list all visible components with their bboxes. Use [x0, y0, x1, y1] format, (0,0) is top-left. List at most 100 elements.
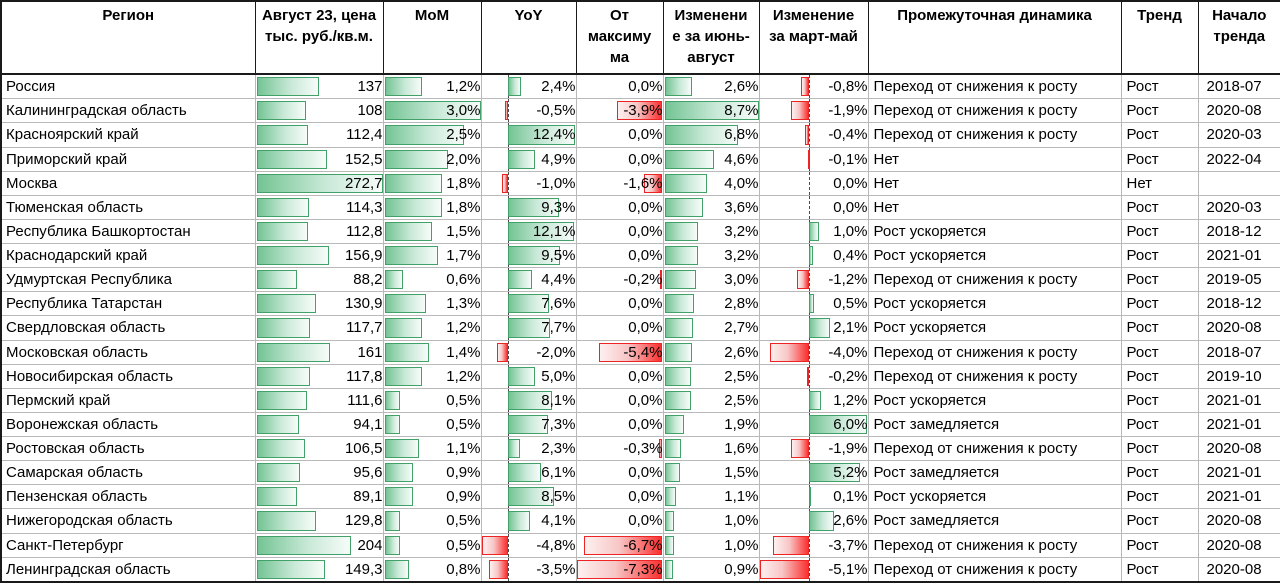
- cell-jun-aug[interactable]: 2,7%: [662, 315, 760, 341]
- cell-price[interactable]: 112,8: [254, 218, 384, 245]
- cell-price[interactable]: 204: [254, 532, 384, 558]
- cell-dynamics[interactable]: Переход от снижения к росту: [867, 532, 1122, 558]
- cell-from-max[interactable]: 0,0%: [575, 387, 664, 413]
- cell-yoy[interactable]: 2,4%: [480, 73, 577, 100]
- column-header-dynamics[interactable]: Промежуточная динамика: [867, 0, 1122, 75]
- cell-jun-aug[interactable]: 3,2%: [662, 218, 760, 245]
- cell-mom[interactable]: 2,5%: [382, 122, 482, 148]
- cell-jun-aug[interactable]: 4,6%: [662, 146, 760, 172]
- cell-mar-may[interactable]: 0,0%: [758, 194, 869, 220]
- cell-from-max[interactable]: 0,0%: [575, 484, 664, 510]
- cell-yoy[interactable]: -3,5%: [480, 556, 577, 583]
- cell-trend-start[interactable]: 2018-07: [1197, 73, 1280, 100]
- cell-dynamics[interactable]: Переход от снижения к росту: [867, 122, 1122, 148]
- cell-region[interactable]: Московская область: [0, 339, 256, 365]
- cell-mom[interactable]: 1,1%: [382, 436, 482, 462]
- cell-dynamics[interactable]: Переход от снижения к росту: [867, 556, 1122, 583]
- cell-yoy[interactable]: 12,1%: [480, 218, 577, 245]
- cell-price[interactable]: 117,7: [254, 315, 384, 341]
- cell-region[interactable]: Красноярский край: [0, 122, 256, 148]
- cell-trend-start[interactable]: 2021-01: [1197, 243, 1280, 269]
- cell-region[interactable]: Санкт-Петербург: [0, 532, 256, 558]
- cell-trend-start[interactable]: 2022-04: [1197, 146, 1280, 172]
- cell-from-max[interactable]: 0,0%: [575, 291, 664, 317]
- column-header-from-max[interactable]: От максиму ма: [575, 0, 664, 75]
- cell-trend[interactable]: Рост: [1120, 146, 1199, 172]
- cell-trend[interactable]: Рост: [1120, 436, 1199, 462]
- cell-trend-start[interactable]: 2020-08: [1197, 556, 1280, 583]
- cell-mar-may[interactable]: -0,1%: [758, 146, 869, 172]
- cell-trend[interactable]: Рост: [1120, 315, 1199, 341]
- cell-price[interactable]: 95,6: [254, 460, 384, 486]
- column-header-trend[interactable]: Тренд: [1120, 0, 1199, 75]
- cell-price[interactable]: 149,3: [254, 556, 384, 583]
- cell-mom[interactable]: 0,5%: [382, 508, 482, 534]
- cell-region[interactable]: Россия: [0, 73, 256, 100]
- column-header-trend-start[interactable]: Начало тренда: [1197, 0, 1280, 75]
- cell-region[interactable]: Нижегородская область: [0, 508, 256, 534]
- cell-trend-start[interactable]: 2018-12: [1197, 291, 1280, 317]
- cell-trend[interactable]: Рост: [1120, 508, 1199, 534]
- cell-mar-may[interactable]: -0,2%: [758, 363, 869, 389]
- cell-mar-may[interactable]: 1,0%: [758, 218, 869, 245]
- cell-region[interactable]: Пермский край: [0, 387, 256, 413]
- cell-trend-start[interactable]: 2019-05: [1197, 267, 1280, 293]
- cell-from-max[interactable]: 0,0%: [575, 363, 664, 389]
- cell-region[interactable]: Пензенская область: [0, 484, 256, 510]
- cell-region[interactable]: Свердловская область: [0, 315, 256, 341]
- cell-mom[interactable]: 1,2%: [382, 315, 482, 341]
- cell-jun-aug[interactable]: 2,6%: [662, 339, 760, 365]
- cell-mom[interactable]: 1,3%: [382, 291, 482, 317]
- cell-mar-may[interactable]: 1,2%: [758, 387, 869, 413]
- cell-price[interactable]: 112,4: [254, 122, 384, 148]
- cell-mar-may[interactable]: 0,0%: [758, 170, 869, 196]
- cell-mom[interactable]: 0,5%: [382, 411, 482, 438]
- cell-jun-aug[interactable]: 1,6%: [662, 436, 760, 462]
- cell-yoy[interactable]: 5,0%: [480, 363, 577, 389]
- cell-region[interactable]: Москва: [0, 170, 256, 196]
- cell-trend-start[interactable]: 2020-03: [1197, 194, 1280, 220]
- cell-mom[interactable]: 0,9%: [382, 460, 482, 486]
- cell-yoy[interactable]: 8,5%: [480, 484, 577, 510]
- cell-yoy[interactable]: 8,1%: [480, 387, 577, 413]
- cell-yoy[interactable]: 12,4%: [480, 122, 577, 148]
- cell-jun-aug[interactable]: 2,5%: [662, 363, 760, 389]
- cell-region[interactable]: Новосибирская область: [0, 363, 256, 389]
- cell-price[interactable]: 111,6: [254, 387, 384, 413]
- cell-trend-start[interactable]: 2020-08: [1197, 436, 1280, 462]
- cell-price[interactable]: 272,7: [254, 170, 384, 196]
- cell-dynamics[interactable]: Нет: [867, 170, 1122, 196]
- cell-trend-start[interactable]: 2020-08: [1197, 532, 1280, 558]
- cell-mom[interactable]: 0,9%: [382, 484, 482, 510]
- cell-jun-aug[interactable]: 2,8%: [662, 291, 760, 317]
- cell-region[interactable]: Краснодарский край: [0, 243, 256, 269]
- cell-price[interactable]: 108: [254, 98, 384, 124]
- cell-mar-may[interactable]: 2,1%: [758, 315, 869, 341]
- cell-mom[interactable]: 0,6%: [382, 267, 482, 293]
- cell-from-max[interactable]: 0,0%: [575, 411, 664, 438]
- cell-jun-aug[interactable]: 1,0%: [662, 532, 760, 558]
- cell-dynamics[interactable]: Рост ускоряется: [867, 387, 1122, 413]
- cell-region[interactable]: Воронежская область: [0, 411, 256, 438]
- cell-price[interactable]: 152,5: [254, 146, 384, 172]
- cell-mar-may[interactable]: -1,9%: [758, 98, 869, 124]
- cell-jun-aug[interactable]: 1,1%: [662, 484, 760, 510]
- cell-trend-start[interactable]: [1197, 170, 1280, 196]
- cell-trend-start[interactable]: 2020-03: [1197, 122, 1280, 148]
- cell-mar-may[interactable]: 5,2%: [758, 460, 869, 486]
- cell-jun-aug[interactable]: 3,0%: [662, 267, 760, 293]
- cell-trend-start[interactable]: 2020-08: [1197, 98, 1280, 124]
- cell-mar-may[interactable]: 0,4%: [758, 243, 869, 269]
- cell-mom[interactable]: 2,0%: [382, 146, 482, 172]
- cell-mom[interactable]: 1,8%: [382, 194, 482, 220]
- column-header-mar-may[interactable]: Изменение за март-май: [758, 0, 869, 75]
- cell-trend-start[interactable]: 2021-01: [1197, 460, 1280, 486]
- cell-mar-may[interactable]: -0,4%: [758, 122, 869, 148]
- cell-from-max[interactable]: -6,7%: [575, 532, 664, 558]
- cell-yoy[interactable]: 7,6%: [480, 291, 577, 317]
- cell-trend-start[interactable]: 2018-07: [1197, 339, 1280, 365]
- cell-trend[interactable]: Нет: [1120, 170, 1199, 196]
- cell-jun-aug[interactable]: 8,7%: [662, 98, 760, 124]
- cell-dynamics[interactable]: Переход от снижения к росту: [867, 73, 1122, 100]
- cell-trend-start[interactable]: 2020-08: [1197, 508, 1280, 534]
